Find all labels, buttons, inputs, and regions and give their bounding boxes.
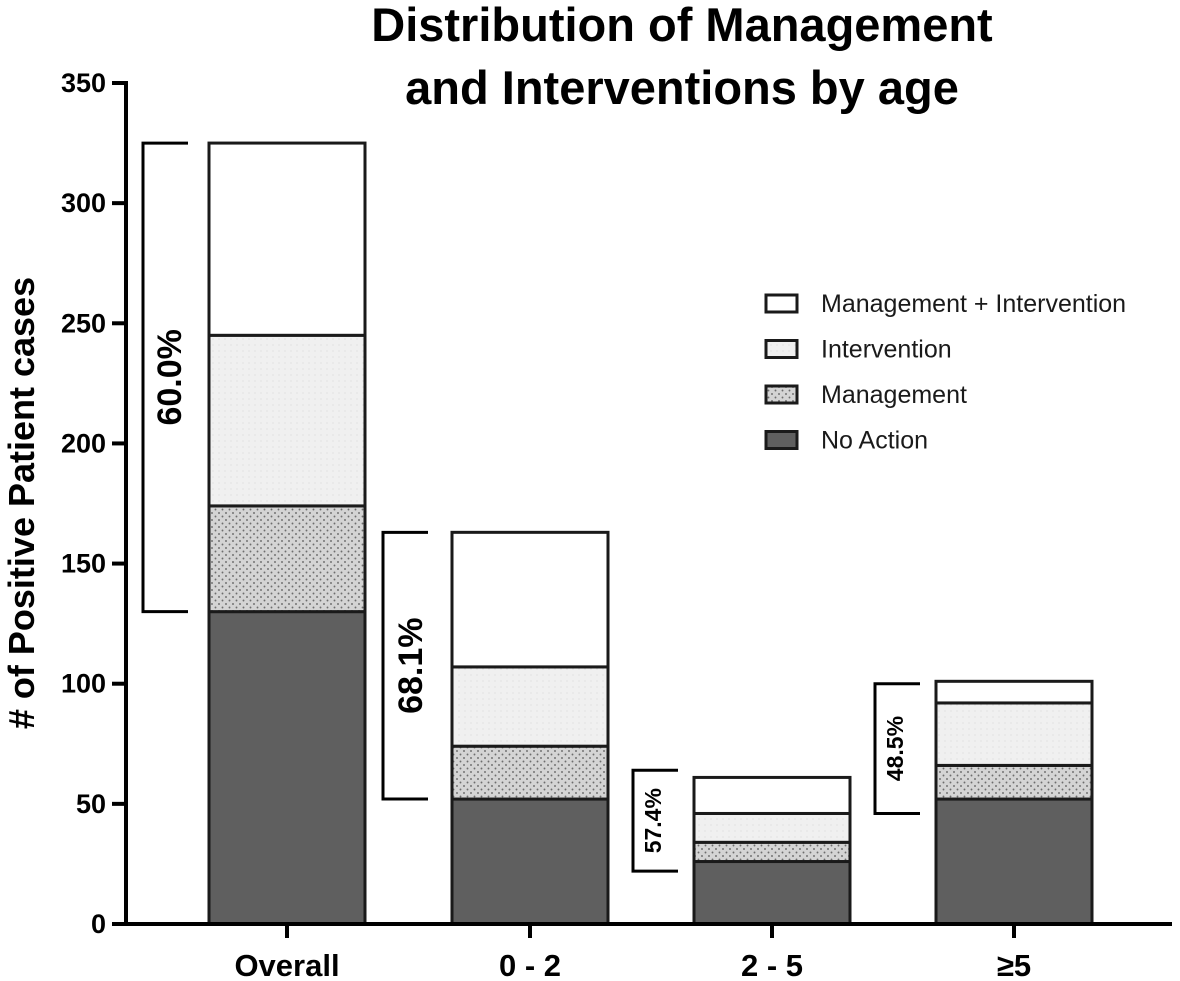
legend-swatch-management-intervention: [764, 293, 799, 314]
y-tick-label-250: 250: [61, 308, 106, 338]
x-tick-label-0-2: 0 - 2: [499, 948, 561, 981]
bracket-label-ge5: 48.5%: [882, 716, 908, 781]
y-tick-label-150: 150: [61, 549, 106, 579]
x-tick-label-2-5: 2 - 5: [741, 948, 803, 981]
chart-title-line-1: Distribution of Management: [371, 0, 993, 51]
bar-segment-overall-management: [207, 504, 367, 614]
bars-group: [207, 141, 1094, 926]
y-tick-label-300: 300: [61, 188, 106, 218]
y-tick-label-50: 50: [76, 789, 106, 819]
x-tick-label-overall: Overall: [234, 948, 339, 981]
bar-segment-0-2-management: [450, 744, 610, 801]
legend-label-no-action: No Action: [821, 427, 928, 455]
bracket-label-2-5: 57.4%: [640, 788, 666, 853]
bar-segment-0-2-intervention: [450, 665, 610, 748]
bracket-0-2: [381, 530, 428, 801]
y-tick-label-200: 200: [61, 428, 106, 458]
bar-segment-overall-intervention: [207, 333, 367, 508]
bracket-label-overall: 60.0%: [151, 329, 189, 425]
bracket-2-5: [631, 768, 678, 873]
bar-segment-overall-no-action: [207, 610, 367, 926]
y-tick-label-0: 0: [91, 909, 106, 939]
brackets-group: 60.0% 68.1% 57.4% 48.5%: [141, 141, 920, 873]
y-tick-label-350: 350: [61, 68, 106, 98]
y-tick-label-100: 100: [61, 669, 106, 699]
bar-segment-ge5-management: [934, 763, 1094, 801]
legend-swatch-no-action: [764, 430, 799, 450]
bar-segment-2-5-management: [692, 840, 852, 864]
bar-segment-ge5-no-action: [934, 797, 1094, 926]
bar-segment-ge5-intervention: [934, 701, 1094, 767]
bar-segment-overall-management-intervention: [207, 141, 367, 337]
axes-group: 0 50 100 150 200 250 300 350 Overall 0 - 2 2 - 5 ≥5: [61, 68, 1172, 981]
chart-title-line-2: and Interventions by age: [405, 61, 959, 114]
bar-segment-0-2-no-action: [450, 797, 610, 926]
bar-segment-2-5-management-intervention: [692, 775, 852, 815]
y-axis-label: # of Positive Patient cases: [1, 277, 42, 729]
bracket-overall: [141, 141, 188, 614]
bar-segment-2-5-no-action: [692, 860, 852, 926]
bar-segment-0-2-management-intervention: [450, 530, 610, 669]
legend: Management + Intervention Intervention Man…: [764, 290, 1126, 455]
legend-label-management: Management: [821, 381, 967, 409]
bar-segment-ge5-management-intervention: [934, 679, 1094, 705]
bar-segment-2-5-intervention: [692, 811, 852, 844]
legend-swatch-intervention: [764, 339, 799, 359]
bracket-label-0-2: 68.1%: [392, 617, 430, 713]
x-tick-label-ge5: ≥5: [997, 948, 1031, 981]
bracket-ge5: [873, 682, 920, 815]
legend-swatch-management: [764, 384, 799, 405]
legend-label-management-intervention: Management + Intervention: [821, 290, 1126, 318]
legend-label-intervention: Intervention: [821, 336, 952, 364]
